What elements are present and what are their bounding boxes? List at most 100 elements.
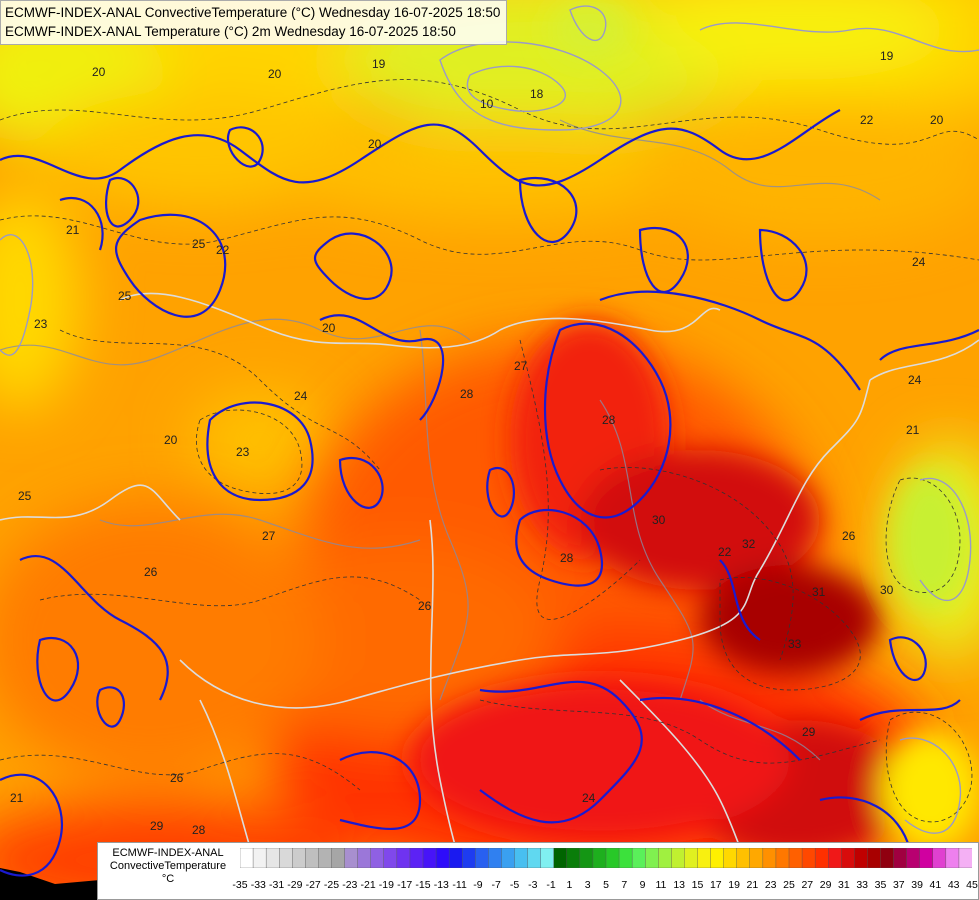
legend-tick-label: 23	[765, 879, 777, 891]
legend-tick-label: -35	[232, 879, 247, 891]
legend-tick-label: 27	[801, 879, 813, 891]
legend-unit: °C	[161, 873, 175, 885]
legend-swatch	[749, 848, 764, 868]
legend-swatch	[814, 848, 829, 868]
contour-label: 19	[372, 57, 386, 71]
contour-label: 23	[34, 317, 48, 331]
legend-swatch	[605, 848, 620, 868]
legend-tick-label: 33	[856, 879, 868, 891]
contour-label: 20	[268, 67, 282, 81]
legend-swatch	[540, 848, 555, 868]
legend-tick-label: -3	[528, 879, 537, 891]
legend-swatch	[932, 848, 947, 868]
legend-swatch	[514, 848, 529, 868]
contour-label: 28	[460, 387, 474, 401]
contour-label: 20	[92, 65, 106, 79]
legend-ticks: -35 -33 -31 -29 -27 -25 -23 -21 -19 -17 -15 -13 -11-…	[232, 879, 978, 891]
legend-tick-label: -27	[306, 879, 321, 891]
legend-title: ECMWF-INDEX-ANAL ConvectiveTemperature °…	[102, 847, 234, 886]
legend-swatch	[854, 848, 868, 868]
legend-swatch	[448, 848, 463, 868]
low-temperature-contours	[0, 5, 979, 834]
map-title: ECMWF-INDEX-ANAL ConvectiveTemperature (…	[0, 0, 508, 45]
legend-tick-label: -9	[473, 879, 482, 891]
legend-swatch	[501, 848, 515, 868]
contour-label: 28	[602, 413, 616, 427]
legend-tick-label: 39	[911, 879, 923, 891]
legend-swatch	[958, 848, 972, 868]
legend-swatch	[945, 848, 960, 868]
legend-tick-label: 1	[566, 879, 572, 891]
legend-swatch	[631, 848, 646, 868]
title-temperature-2m: ECMWF-INDEX-ANAL Temperature (°C) 2m Wed…	[5, 24, 456, 39]
contour-label: 21	[10, 791, 24, 805]
legend-tick-label: -33	[251, 879, 266, 891]
legend-swatch	[684, 848, 698, 868]
legend-tick-label: 35	[875, 879, 887, 891]
legend-swatch	[736, 848, 751, 868]
legend-tick-label: -23	[342, 879, 357, 891]
legend-swatch	[305, 848, 319, 868]
legend-tick-label: -15	[415, 879, 430, 891]
contour-label: 27	[262, 529, 276, 543]
legend-swatch	[828, 848, 842, 868]
legend-tick-label: -31	[269, 879, 284, 891]
contour-label: 23	[236, 445, 250, 459]
legend-swatch	[592, 848, 607, 868]
legend-swatch	[357, 848, 372, 868]
legend-swatch	[723, 848, 738, 868]
contour-label: 24	[912, 255, 926, 269]
temperature-2m-isolines	[0, 109, 979, 877]
contour-label: 21	[66, 223, 80, 237]
legend-swatch	[618, 848, 633, 868]
legend-tick-label: 21	[747, 879, 759, 891]
legend-tick-label: -21	[361, 879, 376, 891]
legend-swatch	[841, 848, 855, 868]
rivers	[0, 119, 881, 761]
color-legend: ECMWF-INDEX-ANAL ConvectiveTemperature °…	[97, 842, 979, 900]
contour-label: 26	[842, 529, 856, 543]
convective-temperature-contours	[0, 79, 979, 823]
contour-label: 25	[18, 489, 32, 503]
title-convective-temperature: ECMWF-INDEX-ANAL ConvectiveTemperature (…	[5, 5, 501, 20]
contour-label: 24	[582, 791, 596, 805]
legend-swatch	[409, 848, 424, 868]
legend-tick-label: 37	[893, 879, 905, 891]
legend-swatch	[370, 848, 385, 868]
legend-swatch	[775, 848, 790, 868]
legend-swatch	[788, 848, 803, 868]
contour-label: 25	[192, 237, 206, 251]
legend-swatch	[645, 848, 659, 868]
legend-tick-label: -7	[492, 879, 501, 891]
contour-label: 20	[322, 321, 336, 335]
contour-label: 32	[742, 537, 756, 551]
legend-tick-label: 9	[640, 879, 646, 891]
legend-swatch	[671, 848, 685, 868]
legend-swatch	[292, 848, 306, 868]
contour-label: 30	[880, 583, 894, 597]
legend-swatch	[462, 848, 476, 868]
contour-labels: 20 20 19 18 19 10 20 22 20 23 25 22 25 2…	[10, 49, 944, 837]
contour-label: 27	[514, 359, 528, 373]
legend-tick-label: 5	[603, 879, 609, 891]
contour-label: 26	[170, 771, 184, 785]
legend-swatch	[762, 848, 777, 868]
contour-label: 19	[880, 49, 894, 63]
contour-label: 22	[860, 113, 874, 127]
legend-swatch	[435, 848, 450, 868]
legend-source: ECMWF-INDEX-ANAL	[112, 847, 224, 859]
legend-swatch	[697, 848, 712, 868]
legend-swatch	[475, 848, 489, 868]
legend-swatch	[344, 848, 359, 868]
legend-swatch	[919, 848, 934, 868]
legend-swatch	[527, 848, 542, 868]
contour-label: 25	[118, 289, 132, 303]
legend-swatch	[422, 848, 437, 868]
contour-label: 20	[368, 137, 382, 151]
contour-label: 24	[908, 373, 922, 387]
legend-swatch	[318, 848, 333, 868]
contour-label: 22	[718, 545, 732, 559]
legend-tick-label: -11	[452, 879, 467, 891]
legend-swatch	[240, 848, 254, 868]
legend-swatch	[396, 848, 411, 868]
